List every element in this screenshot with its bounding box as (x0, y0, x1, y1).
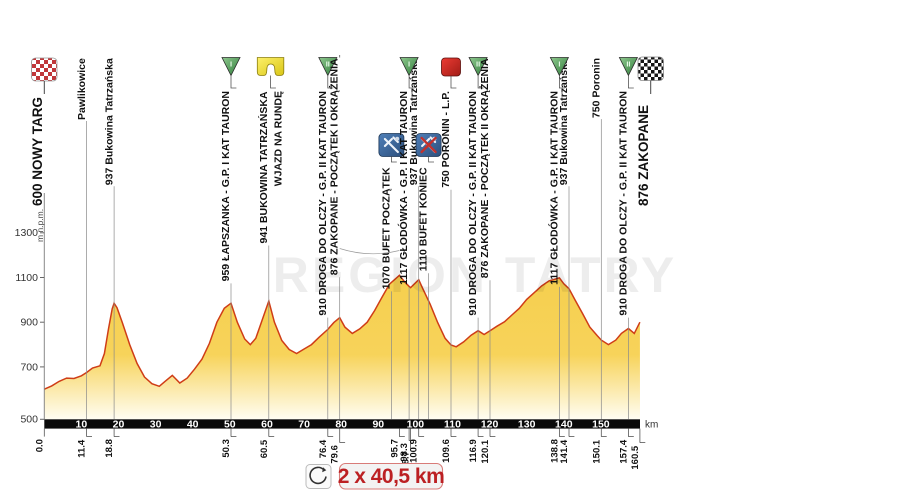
svg-text:700: 700 (20, 361, 38, 373)
svg-text:876 ZAKOPANE - POCZĄTEK I OKRĄ: 876 ZAKOPANE - POCZĄTEK I OKRĄŻENIA (328, 58, 341, 275)
svg-text:141.4: 141.4 (559, 439, 570, 463)
svg-text:76.4: 76.4 (318, 439, 329, 458)
svg-text:116.9: 116.9 (468, 439, 479, 462)
svg-text:10: 10 (76, 418, 88, 430)
svg-text:160.5: 160.5 (630, 445, 641, 469)
svg-text:1110 BUFET KONIEC: 1110 BUFET KONIEC (418, 167, 430, 271)
svg-text:941 BUKOWINA TATRZAŃSKA: 941 BUKOWINA TATRZAŃSKA (257, 91, 270, 243)
svg-text:1117 GŁODÓWKA - G.P. I KAT TAU: 1117 GŁODÓWKA - G.P. I KAT TAURON (547, 91, 560, 285)
svg-text:60.5: 60.5 (259, 439, 270, 458)
svg-text:150: 150 (592, 418, 610, 430)
svg-text:60: 60 (261, 418, 273, 430)
svg-text:2 x 40,5 km: 2 x 40,5 km (338, 465, 445, 488)
svg-text:600 NOWY TARG: 600 NOWY TARG (30, 97, 45, 206)
svg-text:1070 BUFET POCZĄTEK: 1070 BUFET POCZĄTEK (380, 167, 392, 289)
svg-text:876 ZAKOPANE: 876 ZAKOPANE (636, 105, 651, 206)
svg-text:100: 100 (407, 418, 425, 430)
svg-text:Pawlikowice: Pawlikowice (76, 58, 88, 120)
svg-text:959 ŁAPSZANKA - G.P. I KAT TAU: 959 ŁAPSZANKA - G.P. I KAT TAURON (220, 91, 232, 281)
svg-text:120.1: 120.1 (480, 439, 491, 463)
svg-text:II: II (626, 60, 630, 69)
svg-text:50: 50 (224, 418, 236, 430)
svg-text:150.1: 150.1 (591, 439, 602, 463)
svg-text:937 Bukowina Tatrzańska: 937 Bukowina Tatrzańska (103, 58, 115, 185)
svg-text:I: I (558, 60, 560, 69)
svg-text:I: I (408, 60, 410, 69)
svg-text:910 DROGA DO OLCZY - G.P. II K: 910 DROGA DO OLCZY - G.P. II KAT TAURON (317, 91, 329, 316)
svg-text:109.6: 109.6 (441, 439, 452, 463)
svg-text:110: 110 (444, 418, 461, 430)
svg-text:130: 130 (518, 418, 536, 430)
svg-text:50.3: 50.3 (221, 439, 232, 458)
svg-text:157.4: 157.4 (618, 439, 629, 463)
svg-text:100.9: 100.9 (409, 439, 420, 463)
svg-text:140: 140 (555, 418, 573, 430)
svg-text:m n.p.m.: m n.p.m. (35, 209, 45, 242)
svg-text:120: 120 (481, 418, 499, 430)
svg-text:750 Poronin: 750 Poronin (591, 58, 603, 118)
svg-text:18.8: 18.8 (104, 439, 115, 458)
svg-text:WJAZD NA RUNDĘ: WJAZD NA RUNDĘ (272, 91, 284, 186)
svg-text:40: 40 (187, 418, 199, 430)
svg-text:20: 20 (113, 418, 125, 430)
svg-text:1100: 1100 (15, 272, 38, 284)
svg-text:1117 GŁODÓWKA - G.P. I KAT TAU: 1117 GŁODÓWKA - G.P. I KAT TAURON (397, 91, 410, 285)
svg-text:80: 80 (335, 418, 347, 430)
svg-text:km: km (645, 419, 658, 430)
svg-text:876 ZAKOPANE - POCZĄTEK II OKR: 876 ZAKOPANE - POCZĄTEK II OKRĄŻENIA (478, 58, 491, 278)
svg-text:90: 90 (372, 418, 384, 430)
svg-text:910 DROGA DO OLCZY - G.P. II K: 910 DROGA DO OLCZY - G.P. II KAT TAURON (467, 91, 479, 316)
svg-text:30: 30 (150, 418, 162, 430)
svg-text:900: 900 (20, 317, 38, 329)
svg-text:70: 70 (298, 418, 310, 430)
svg-text:0.0: 0.0 (34, 439, 45, 452)
svg-text:11.4: 11.4 (77, 439, 88, 458)
svg-text:910 DROGA DO OLCZY - G.P. II K: 910 DROGA DO OLCZY - G.P. II KAT TAURON (617, 91, 629, 316)
svg-text:750 PORONIN - L.P.: 750 PORONIN - L.P. (440, 91, 452, 188)
svg-text:I: I (230, 60, 232, 69)
svg-text:79.6: 79.6 (330, 445, 341, 464)
svg-text:500: 500 (20, 414, 38, 426)
